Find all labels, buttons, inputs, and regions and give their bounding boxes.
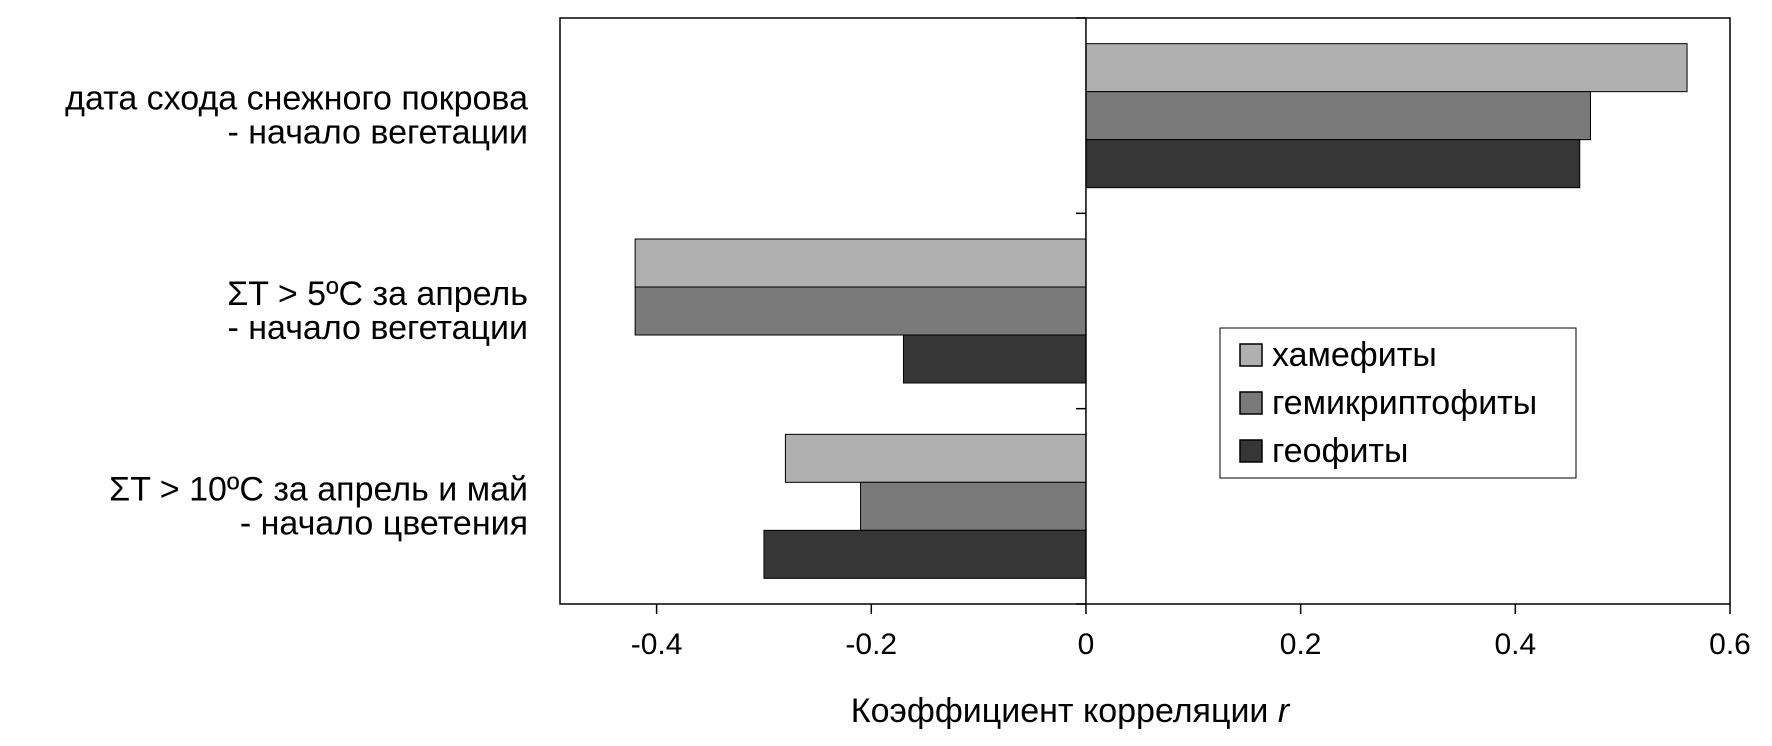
x-tick-label: 0.2 <box>1280 628 1322 661</box>
x-tick-label: -0.4 <box>631 628 683 661</box>
category-label-line: дата схода снежного покрова <box>65 80 528 118</box>
legend-swatch-гемикриптофиты <box>1239 391 1263 415</box>
category-label-2: ΣT > 5ºC за апрель - начало вегетации <box>227 275 528 347</box>
bar-2-геофиты <box>902 334 1087 384</box>
x-tick-label: 0 <box>1078 628 1095 661</box>
x-axis-title-text: Коэффициент корреляции <box>851 692 1269 730</box>
bar-1-гемикриптофиты <box>1085 91 1591 141</box>
bar-2-гемикриптофиты <box>634 286 1087 336</box>
legend-label-гемикриптофиты: гемикриптофиты <box>1272 384 1537 422</box>
x-axis-ticks: -0.4 -0.2 0 0.2 0.4 0.6 <box>631 604 1751 661</box>
bar-2-хамефиты <box>634 238 1087 288</box>
bar-3-геофиты <box>763 529 1087 579</box>
bar-1-хамефиты <box>1085 43 1688 93</box>
category-label-line: - начало вегетации <box>228 309 529 347</box>
category-label-line: ΣT > 5ºC за апрель <box>227 275 528 313</box>
category-label-1: дата схода снежного покрова - начало веге… <box>65 80 528 152</box>
category-label-line: - начало цветения <box>240 504 528 542</box>
x-tick-label: -0.2 <box>845 628 897 661</box>
bars-group <box>634 43 1688 579</box>
legend-label-геофиты: геофиты <box>1272 432 1408 470</box>
category-labels: дата схода снежного покрова - начало веге… <box>65 80 528 543</box>
bar-3-хамефиты <box>784 433 1087 483</box>
category-label-line: - начало вегетации <box>228 114 529 152</box>
x-tick-label: 0.4 <box>1494 628 1536 661</box>
legend-box <box>1219 327 1577 479</box>
legend-swatch-хамефиты <box>1239 343 1263 367</box>
category-label-line: ΣT > 10ºC за апрель и май <box>109 470 528 508</box>
legend: хамефиты гемикриптофиты геофиты <box>1219 327 1577 479</box>
category-label-3: ΣT > 10ºC за апрель и май - начало цветен… <box>109 470 528 542</box>
legend-label-хамефиты: хамефиты <box>1272 336 1437 374</box>
legend-swatch-геофиты <box>1239 439 1263 463</box>
x-tick-label: 0.6 <box>1709 628 1751 661</box>
x-axis-title: Коэффициент корреляции r <box>851 692 1291 730</box>
bar-1-геофиты <box>1085 139 1581 189</box>
x-axis-title-italic: r <box>1278 692 1291 730</box>
category-ticks <box>1075 17 1086 605</box>
bar-3-гемикриптофиты <box>860 481 1087 531</box>
